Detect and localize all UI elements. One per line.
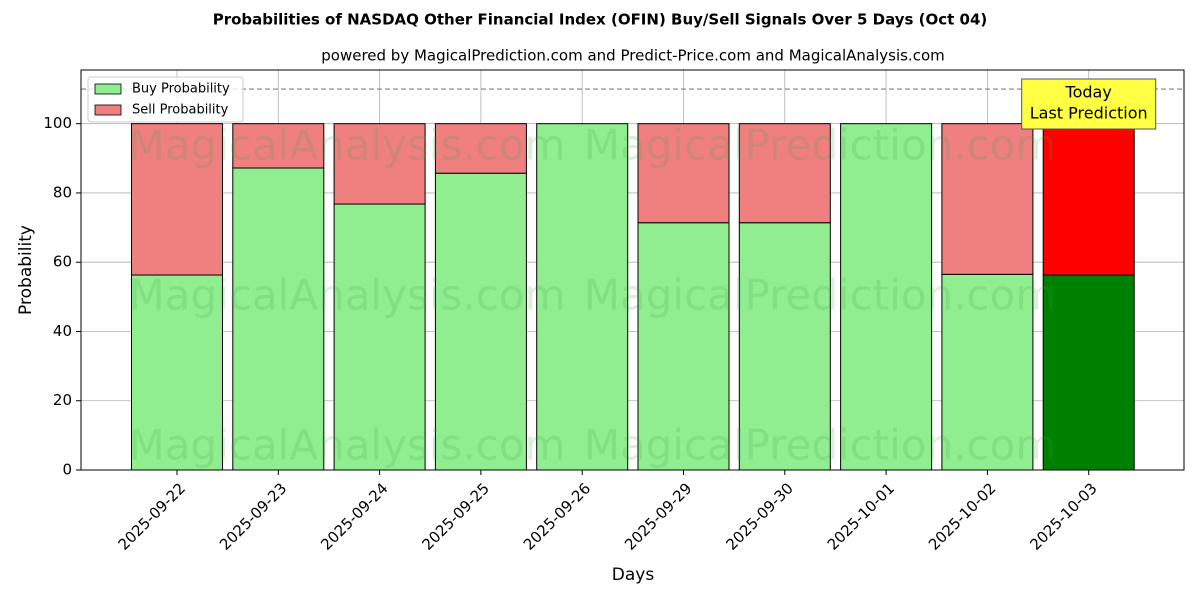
y-axis-label: Probability [16,225,36,315]
y-tick-label: 0 [62,461,72,479]
bar-segment [536,123,629,471]
bar-segment [941,273,1034,471]
bar-segment [131,123,223,276]
x-tick-label: 2025-10-02 [925,479,999,553]
bar-segment [637,222,730,471]
watermark: MagicalAnalysis.com [129,121,566,170]
bar-segment [434,123,527,174]
bar-segment [232,123,325,169]
bar-segment [1042,274,1135,471]
legend-label: Buy Probability [132,82,230,97]
legend-box [87,76,244,123]
chart-title: Probabilities of NASDAQ Other Financial … [213,11,988,29]
watermark: MagicalPrediction.com [584,121,1057,170]
bar-segment [941,123,1034,275]
bar-segment [1042,123,1135,276]
watermark: MagicalAnalysis.com [129,421,566,470]
x-tick-label: 2025-09-29 [621,479,695,553]
bar-segment [840,123,933,471]
annotation-text: Today [1065,83,1112,102]
y-tick-label: 40 [53,322,72,340]
bar-segment [333,123,426,205]
y-tick-label: 60 [53,253,72,271]
x-tick-label: 2025-09-23 [216,479,290,553]
watermark: MagicalPrediction.com [584,271,1057,320]
watermark: MagicalAnalysis.com [129,271,566,320]
legend-label: Sell Probability [132,103,229,118]
x-tick-label: 2025-09-24 [317,479,391,553]
legend-swatch [94,83,122,95]
bar-segment [738,222,831,471]
bar-segment [333,203,426,471]
plot-frame [80,69,1185,471]
y-tick-label: 100 [43,114,72,132]
x-axis-label: Days [612,565,655,585]
x-tick-label: 2025-09-26 [520,479,594,553]
y-tick-label: 20 [53,391,72,409]
bar-segment [738,123,831,224]
annotation-box [1021,78,1157,130]
bar-segment [637,123,730,224]
chart-subtitle: powered by MagicalPrediction.com and Pre… [321,47,945,65]
y-tick-label: 80 [53,183,72,201]
x-tick-label: 2025-10-03 [1026,479,1100,553]
legend-swatch [94,104,122,116]
watermark: MagicalPrediction.com [584,421,1057,470]
bar-segment [131,274,223,471]
x-tick-label: 2025-09-22 [115,479,189,553]
annotation-text: Last Prediction [1030,104,1148,123]
x-tick-label: 2025-10-01 [824,479,898,553]
x-tick-label: 2025-09-30 [722,479,796,553]
x-tick-label: 2025-09-25 [419,479,493,553]
bar-segment [434,172,527,471]
